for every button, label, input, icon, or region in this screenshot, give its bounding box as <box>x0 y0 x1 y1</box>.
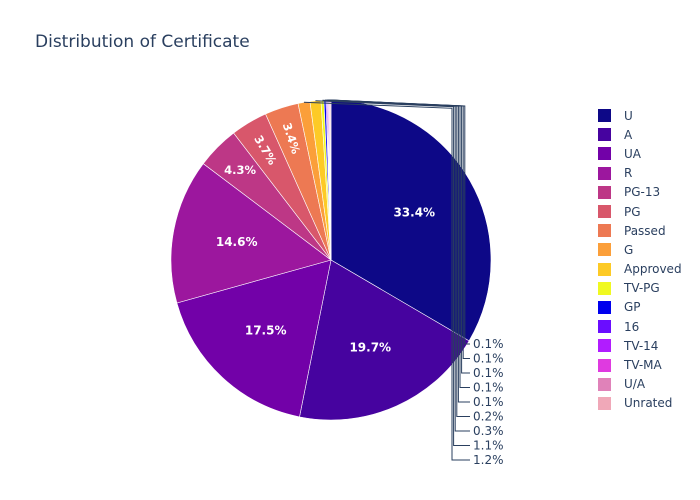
legend-swatch <box>598 109 611 123</box>
legend-item-gp[interactable]: GP <box>598 298 682 317</box>
legend-label: PG-13 <box>624 185 661 200</box>
legend-item-tv-14[interactable]: TV-14 <box>598 336 682 355</box>
slice-label-ua: 17.5% <box>245 323 287 337</box>
slice-label-a: 19.7% <box>349 341 391 355</box>
legend-item-u-a[interactable]: U/A <box>598 375 682 394</box>
slice-label-tv-ma: 0.1% <box>473 366 504 380</box>
legend-swatch <box>598 377 611 391</box>
legend-item-g[interactable]: G <box>598 240 682 259</box>
chart-title: Distribution of Certificate <box>35 32 250 52</box>
legend-item-ua[interactable]: UA <box>598 144 682 163</box>
legend-item-unrated[interactable]: Unrated <box>598 394 682 413</box>
legend-item-u[interactable]: U <box>598 106 682 125</box>
slice-label-u-a: 0.1% <box>473 352 504 366</box>
legend-label: A <box>624 127 633 142</box>
slice-label-pg-13: 4.3% <box>224 163 256 177</box>
legend-label: U/A <box>624 377 646 392</box>
slice-label-r: 14.6% <box>216 235 258 249</box>
legend-item-r[interactable]: R <box>598 164 682 183</box>
legend-label: TV-MA <box>624 358 662 373</box>
slice-label-tv-14: 0.1% <box>473 381 504 395</box>
legend-label: GP <box>624 300 641 315</box>
slice-label-unrated: 0.1% <box>473 337 504 351</box>
legend-item-approved[interactable]: Approved <box>598 260 682 279</box>
legend-item-pg[interactable]: PG <box>598 202 682 221</box>
legend-label: TV-14 <box>624 338 659 353</box>
legend-label: UA <box>624 146 641 161</box>
leader-line-approved <box>315 100 470 446</box>
legend-swatch <box>598 281 611 295</box>
legend-label: R <box>624 166 633 181</box>
slice-label-gp: 0.2% <box>473 410 504 424</box>
legend-swatch <box>598 396 611 410</box>
legend-swatch <box>598 205 611 219</box>
legend-swatch <box>598 166 611 180</box>
legend-swatch <box>598 339 611 353</box>
legend-swatch <box>598 224 611 238</box>
legend-label: PG <box>624 204 641 219</box>
legend-item-tv-ma[interactable]: TV-MA <box>598 355 682 374</box>
slice-label-approved: 1.1% <box>473 439 504 453</box>
legend-item-a[interactable]: A <box>598 125 682 144</box>
pie-slice-ua[interactable] <box>176 259 332 418</box>
legend-label: Passed <box>624 223 666 238</box>
legend-label: Unrated <box>624 396 673 411</box>
legend-label: U <box>624 108 633 123</box>
legend-item-16[interactable]: 16 <box>598 317 682 336</box>
pie-slice-r[interactable] <box>170 163 332 304</box>
legend-item-tv-pg[interactable]: TV-PG <box>598 279 682 298</box>
slice-label-tv-pg: 0.3% <box>473 424 504 438</box>
leader-line-tv-pg <box>322 99 470 432</box>
legend-swatch <box>598 147 611 161</box>
legend-item-pg-13[interactable]: PG-13 <box>598 183 682 202</box>
legend-label: TV-PG <box>624 281 660 296</box>
slice-label-16: 0.1% <box>473 395 504 409</box>
legend-swatch <box>598 128 611 142</box>
legend-swatch <box>598 300 611 314</box>
legend-swatch <box>598 185 611 199</box>
legend-label: Approved <box>624 262 682 277</box>
legend-label: 16 <box>624 319 640 334</box>
legend: U A UA R PG-13 PG Passed G Approved TV-PG GP 16 TV-1… <box>598 106 682 413</box>
legend-item-passed[interactable]: Passed <box>598 221 682 240</box>
legend-swatch <box>598 262 611 276</box>
leader-line-g <box>303 101 470 461</box>
legend-swatch <box>598 320 611 334</box>
slice-label-u: 33.4% <box>393 205 435 219</box>
legend-label: G <box>624 242 634 257</box>
legend-swatch <box>598 243 611 257</box>
legend-swatch <box>598 358 611 372</box>
slice-label-g: 1.2% <box>473 453 504 467</box>
